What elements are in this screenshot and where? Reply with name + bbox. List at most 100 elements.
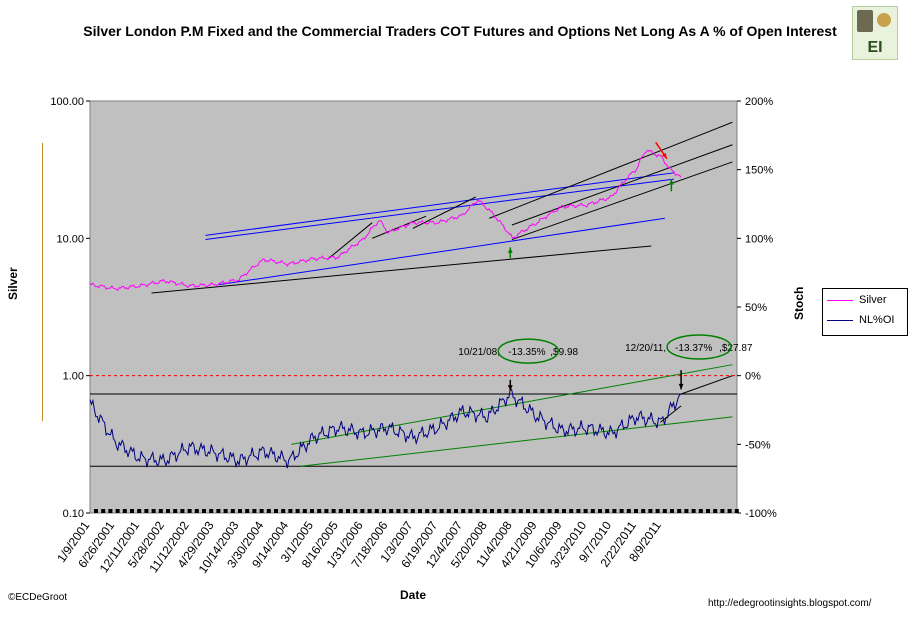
black-arrow-2011-head bbox=[678, 383, 684, 390]
x-minor-tick bbox=[410, 509, 415, 513]
x-minor-tick bbox=[266, 509, 271, 513]
x-minor-tick bbox=[706, 509, 710, 513]
x-minor-tick bbox=[295, 509, 300, 513]
x-minor-tick bbox=[403, 509, 408, 513]
x-minor-tick bbox=[518, 509, 523, 513]
green-arrow-2008-head bbox=[507, 247, 513, 253]
x-minor-tick bbox=[562, 509, 566, 513]
right-tick-label: -50% bbox=[745, 439, 771, 451]
x-minor-tick bbox=[526, 509, 530, 513]
nloi-series-line bbox=[89, 387, 682, 469]
copyright: ©ECDeGroot bbox=[8, 592, 68, 603]
x-minor-tick bbox=[130, 509, 134, 513]
annotation-2008-ellipse bbox=[497, 338, 560, 364]
x-axis-label: Date bbox=[400, 588, 427, 602]
x-minor-tick bbox=[612, 509, 617, 513]
x-minor-tick bbox=[576, 509, 581, 513]
x-minor-tick bbox=[166, 509, 170, 513]
left-tick-label: 10.00 bbox=[56, 233, 84, 245]
x-minor-tick bbox=[641, 509, 646, 513]
annotation-2008-pct: -13.35% bbox=[508, 347, 545, 358]
x-minor-tick bbox=[194, 509, 199, 513]
x-minor-tick bbox=[490, 509, 494, 513]
blue-channel-upper bbox=[205, 172, 674, 236]
annotation-2008-date: 10/21/08, bbox=[458, 347, 500, 358]
x-minor-tick bbox=[288, 509, 293, 513]
x-minor-tick bbox=[655, 509, 660, 513]
x-minor-tick bbox=[670, 509, 674, 513]
x-minor-tick bbox=[533, 509, 538, 513]
legend: Silver NL%OI bbox=[822, 288, 908, 336]
x-minor-tick bbox=[180, 509, 185, 513]
logo: EI bbox=[852, 6, 898, 60]
annotation-2008-price: ,$9.98 bbox=[550, 347, 578, 358]
x-minor-tick bbox=[137, 509, 142, 513]
legend-swatch-nloi bbox=[827, 320, 853, 321]
x-minor-tick bbox=[554, 509, 559, 513]
x-minor-tick bbox=[439, 509, 444, 513]
x-minor-tick bbox=[353, 509, 358, 513]
x-minor-tick bbox=[446, 509, 451, 513]
annotation-2011-date: 12/20/11, bbox=[625, 343, 666, 354]
x-minor-tick bbox=[511, 509, 516, 513]
x-minor-tick bbox=[122, 509, 127, 513]
x-minor-tick bbox=[331, 509, 336, 513]
x-minor-tick bbox=[461, 509, 466, 513]
black-channel-mid bbox=[511, 144, 733, 226]
x-minor-tick bbox=[223, 509, 228, 513]
y-axis-label-left: Silver bbox=[6, 267, 20, 300]
x-minor-tick bbox=[425, 509, 430, 513]
source-url[interactable]: http://edegrootinsights.blogspot.com/ bbox=[708, 598, 872, 609]
x-minor-tick bbox=[360, 509, 365, 513]
cot-recent-trend-2 bbox=[680, 375, 733, 395]
x-minor-tick bbox=[338, 509, 343, 513]
plot-area bbox=[89, 100, 738, 514]
x-minor-tick bbox=[454, 509, 458, 513]
x-minor-tick bbox=[662, 509, 667, 513]
black-trend-1 bbox=[326, 222, 373, 260]
legend-label-nloi: NL%OI bbox=[859, 314, 895, 326]
right-tick-label: 200% bbox=[745, 96, 773, 108]
x-minor-tick bbox=[238, 509, 242, 513]
x-minor-tick bbox=[734, 509, 739, 513]
legend-label-silver: Silver bbox=[859, 294, 887, 306]
x-minor-tick bbox=[209, 509, 214, 513]
silver-series-line bbox=[89, 149, 682, 291]
left-tick-label: 100.00 bbox=[50, 96, 84, 108]
x-minor-tick bbox=[619, 509, 624, 513]
right-tick-label: 0% bbox=[745, 371, 761, 383]
x-minor-tick bbox=[626, 509, 631, 513]
x-minor-tick bbox=[389, 509, 394, 513]
right-tick-label: 50% bbox=[745, 302, 767, 314]
x-minor-tick bbox=[173, 509, 178, 513]
x-minor-tick bbox=[144, 509, 149, 513]
x-minor-tick bbox=[274, 509, 278, 513]
x-minor-tick bbox=[101, 509, 106, 513]
x-minor-tick bbox=[216, 509, 221, 513]
x-minor-tick bbox=[720, 509, 725, 513]
cot-channel-lower bbox=[300, 416, 733, 467]
x-minor-tick bbox=[482, 509, 487, 513]
x-minor-tick bbox=[151, 509, 156, 513]
coin-icon bbox=[877, 13, 891, 27]
x-minor-tick bbox=[317, 509, 322, 513]
blue-channel-lower bbox=[219, 217, 665, 286]
left-tick-label: 1.00 bbox=[63, 371, 84, 383]
black-arrow-2008-head bbox=[507, 385, 513, 391]
annotation-2011-ellipse bbox=[666, 334, 732, 360]
black-trend-long bbox=[151, 245, 652, 294]
x-minor-tick bbox=[396, 509, 401, 513]
x-minor-tick bbox=[108, 509, 113, 513]
x-minor-tick bbox=[468, 509, 473, 513]
cot-channel-upper bbox=[291, 364, 733, 445]
x-minor-tick bbox=[367, 509, 372, 513]
left-tick-label: 0.10 bbox=[63, 508, 84, 520]
right-tick-label: -100% bbox=[745, 508, 777, 520]
black-channel-lower bbox=[511, 161, 733, 241]
x-minor-tick bbox=[540, 509, 545, 513]
left-accent-rule bbox=[42, 143, 43, 421]
x-minor-tick bbox=[230, 509, 235, 513]
x-minor-tick bbox=[605, 509, 610, 513]
x-minor-tick bbox=[583, 509, 588, 513]
